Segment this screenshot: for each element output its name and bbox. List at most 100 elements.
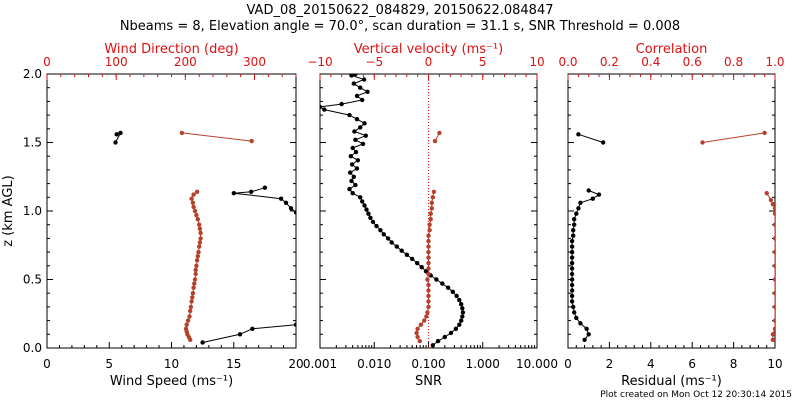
x-tick-label: 4: [647, 357, 655, 371]
black-data-point: [350, 191, 355, 196]
red-data-point: [772, 291, 775, 296]
top-tick-label: 0.0: [558, 55, 577, 69]
panel-1: 0 5 10 15 20 Wind Speed (ms⁻¹) 0 100 200 300 Wind …: [1, 42, 304, 389]
red-data-point: [426, 249, 431, 255]
top-axis-label: Wind Direction (deg): [104, 42, 238, 57]
red-data-point: [770, 332, 775, 337]
black-data-point: [440, 281, 445, 286]
red-data-point: [429, 200, 434, 205]
black-data-point: [578, 200, 583, 205]
chart-title: VAD_08_20150622_084829, 20150622.084847: [246, 3, 554, 18]
plot-frame: [46, 73, 297, 349]
x-tick-label: 10.000: [516, 357, 558, 371]
red-data-point: [426, 238, 431, 244]
black-data-point: [360, 141, 366, 147]
black-data-point: [381, 232, 386, 237]
black-data-point: [572, 217, 577, 222]
top-tick-label: −10: [307, 55, 332, 69]
black-data-point: [569, 255, 575, 260]
black-data-point: [366, 211, 371, 216]
black-data-point: [590, 196, 595, 201]
black-data-point: [586, 188, 591, 193]
top-tick-label: 0.8: [724, 55, 743, 69]
black-data-point: [249, 189, 254, 194]
x-tick-label: 0.010: [357, 357, 391, 371]
red-data-point: [249, 138, 254, 144]
black-data-point: [385, 236, 391, 241]
red-data-point: [197, 244, 202, 249]
panel-3: 0 2 4 6 8 10 Residual (ms⁻¹) 0.0 0.2 0.4 0.6 0.8 1.0…: [558, 42, 784, 389]
red-data-point: [198, 236, 203, 241]
black-data-point: [459, 302, 464, 307]
x-axis-label: Wind Speed (ms⁻¹): [110, 374, 233, 389]
black-data-point: [569, 282, 575, 288]
black-data-point: [250, 326, 255, 331]
red-data-point: [431, 189, 437, 194]
black-data-point: [365, 89, 370, 95]
red-data-point: [188, 308, 193, 314]
x-tick-label: 0.100: [411, 357, 445, 371]
red-data-point: [437, 130, 442, 136]
red-data-point: [770, 337, 775, 342]
red-data-point: [194, 263, 199, 268]
top-tick-label: 10: [529, 55, 544, 69]
black-data-point: [320, 104, 323, 110]
black-data-point: [347, 112, 352, 118]
x-axis-label: SNR: [415, 374, 442, 389]
black-data-point: [361, 77, 367, 82]
black-data-point: [362, 121, 367, 126]
top-axis-label: Correlation: [636, 42, 708, 57]
red-data-point: [428, 217, 433, 222]
black-data-point: [571, 228, 576, 233]
x-tick-label: 10: [767, 357, 782, 371]
black-data-point: [237, 332, 243, 337]
black-data-point: [348, 170, 353, 175]
series-line: [578, 133, 604, 143]
panel-2: 0.001 0.010 0.100 1.000 10.000 SNR −10 −5 0 5 10 Ve…: [303, 42, 558, 389]
red-data-point: [192, 208, 198, 214]
red-data-point: [197, 222, 202, 227]
black-data-point: [347, 186, 352, 192]
red-data-point: [194, 189, 200, 194]
black-data-point: [354, 117, 360, 122]
red-data-point: [426, 260, 431, 266]
red-data-point: [427, 222, 432, 227]
red-data-point: [768, 197, 774, 203]
red-data-point: [190, 295, 195, 300]
black-data-point: [569, 266, 575, 271]
red-data-point: [426, 255, 431, 260]
black-data-point: [349, 74, 354, 78]
red-data-point: [184, 322, 189, 327]
red-data-point: [179, 130, 185, 136]
y-tick-label: 1.0: [23, 204, 42, 218]
black-data-point: [569, 238, 575, 244]
black-data-point: [584, 326, 589, 331]
black-data-point: [293, 322, 296, 327]
black-data-point: [448, 330, 454, 336]
x-tick-label: 1.000: [466, 357, 500, 371]
black-data-point: [571, 304, 576, 310]
series-line: [766, 192, 775, 340]
x-tick-label: 0: [564, 357, 572, 371]
black-data-point: [339, 101, 344, 107]
red-data-point: [770, 202, 775, 207]
red-data-point: [425, 310, 430, 315]
black-data-point: [358, 85, 363, 90]
black-data-point: [364, 207, 369, 212]
black-data-point: [586, 332, 591, 337]
red-data-point: [415, 334, 420, 340]
plot-area: [320, 74, 466, 348]
black-data-point: [278, 196, 284, 201]
red-data-point: [772, 326, 775, 331]
black-data-point: [389, 240, 394, 245]
chart-subtitle: Nbeams = 8, Elevation angle = 70.0°, sca…: [119, 19, 681, 34]
black-data-point: [569, 288, 575, 293]
black-data-point: [370, 219, 376, 225]
top-tick-label: −5: [365, 55, 383, 69]
black-data-point: [460, 314, 465, 319]
black-data-point: [442, 334, 447, 340]
top-tick-label: 0.4: [641, 55, 660, 69]
x-tick-label: 6: [688, 357, 696, 371]
black-data-point: [576, 206, 581, 211]
x-tick-label: 20: [288, 357, 303, 371]
